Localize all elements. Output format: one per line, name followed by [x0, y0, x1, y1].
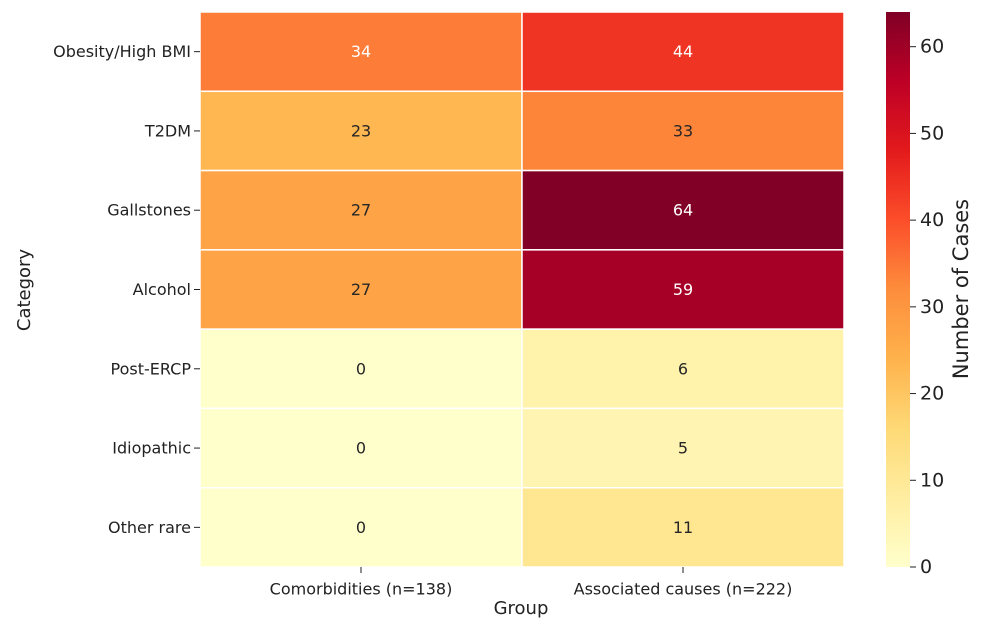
cell-value-label: 34 [351, 42, 371, 61]
heatmap-cell [199, 11, 523, 93]
cell-value-label: 27 [351, 280, 371, 299]
row-tick-label: Idiopathic [112, 439, 191, 458]
row-tick-label: Alcohol [133, 280, 191, 299]
row-ticks: Obesity/High BMI T2DM Gallstones Alcohol Pos… [53, 42, 200, 537]
row-tick-label: Post-ERCP [111, 359, 192, 378]
heatmap-cell [199, 486, 523, 568]
cell-value-label: 44 [673, 42, 693, 61]
row-tick-label: Other rare [108, 518, 191, 537]
row-tick-label: T2DM [144, 121, 191, 140]
x-axis-title: Group [494, 598, 549, 619]
heatmap-cell [521, 249, 845, 330]
heatmap-cell [521, 169, 845, 251]
cell-value-label: 59 [673, 280, 693, 299]
colorbar-tick-label: 20 [920, 383, 944, 405]
colorbar-tick-label: 30 [920, 296, 944, 318]
heatmap-cell [521, 407, 845, 489]
row-tick-label: Gallstones [107, 201, 191, 220]
column-tick-label: Associated causes (n=222) [574, 580, 793, 599]
colorbar-tick-label: 10 [920, 469, 944, 491]
colorbar-tick-label: 0 [920, 556, 932, 578]
colorbar-tick-label: 50 [920, 122, 944, 144]
colorbar [886, 12, 910, 567]
heatmap-cell [199, 90, 523, 172]
cell-value-label: 27 [351, 201, 371, 220]
cell-value-label: 64 [673, 201, 693, 220]
column-tick-label: Comorbidities (n=138) [270, 580, 453, 599]
cell-value-label: 6 [678, 359, 688, 378]
row-tick-label: Obesity/High BMI [53, 42, 191, 61]
cell-value-label: 0 [356, 439, 366, 458]
heatmap-cell [199, 169, 523, 251]
cell-value-label: 11 [673, 518, 693, 537]
heatmap-cell [521, 328, 845, 410]
heatmap-cell [521, 90, 845, 172]
heatmap-cells: 34 44 23 33 27 64 27 59 0 6 0 5 0 11 [199, 11, 845, 568]
heatmap-cell [521, 486, 845, 568]
y-axis-title: Category [14, 249, 35, 332]
cell-value-label: 0 [356, 359, 366, 378]
cell-value-label: 5 [678, 439, 688, 458]
cell-value-label: 23 [351, 121, 371, 140]
cell-value-label: 33 [673, 121, 693, 140]
colorbar-ticks: 0 10 20 30 40 50 60 [910, 36, 944, 578]
colorbar-tick-label: 60 [920, 36, 944, 58]
column-ticks: Comorbidities (n=138) Associated causes (… [270, 567, 793, 599]
colorbar-tick-label: 40 [920, 209, 944, 231]
heatmap-cell [521, 11, 845, 93]
colorbar-title: Number of Cases [949, 199, 973, 379]
cell-value-label: 0 [356, 518, 366, 537]
